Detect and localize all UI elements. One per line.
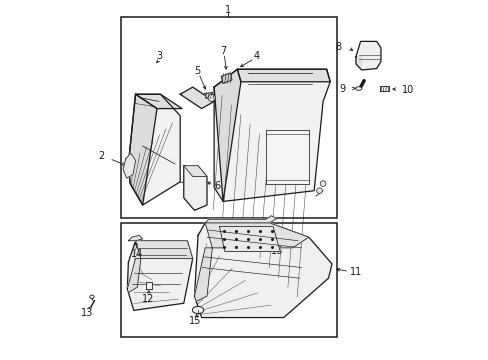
Text: 12: 12 [142, 294, 154, 303]
Polygon shape [219, 226, 280, 251]
Polygon shape [180, 87, 214, 109]
Polygon shape [204, 93, 214, 99]
Polygon shape [135, 241, 192, 258]
Polygon shape [135, 94, 182, 109]
Polygon shape [128, 235, 142, 241]
Text: 9: 9 [338, 84, 345, 94]
Polygon shape [194, 223, 331, 318]
Bar [121, 18, 337, 217]
Text: 3: 3 [156, 51, 162, 61]
Polygon shape [183, 166, 206, 210]
Polygon shape [194, 248, 212, 301]
Polygon shape [237, 69, 329, 82]
Text: 8: 8 [335, 42, 341, 52]
Text: 13: 13 [81, 308, 93, 318]
Ellipse shape [355, 87, 361, 90]
Text: 1: 1 [225, 5, 231, 15]
Circle shape [320, 181, 325, 186]
Text: 16: 16 [271, 247, 283, 256]
Circle shape [316, 188, 322, 194]
Text: 14: 14 [131, 249, 143, 259]
Text: 4: 4 [253, 51, 260, 61]
Text: 15: 15 [189, 316, 201, 326]
Ellipse shape [192, 306, 203, 314]
Polygon shape [127, 258, 141, 293]
Polygon shape [355, 41, 380, 70]
Polygon shape [183, 166, 206, 176]
Ellipse shape [90, 295, 94, 298]
Polygon shape [123, 153, 135, 178]
Polygon shape [205, 216, 276, 223]
Polygon shape [127, 241, 192, 310]
Text: 11: 11 [349, 267, 362, 277]
Text: 2: 2 [98, 151, 104, 161]
Polygon shape [205, 223, 308, 248]
Polygon shape [214, 69, 241, 202]
Polygon shape [221, 73, 231, 84]
Text: 10: 10 [401, 85, 413, 95]
Polygon shape [214, 69, 329, 202]
Polygon shape [128, 94, 157, 205]
Text: 6: 6 [214, 181, 220, 191]
Polygon shape [146, 282, 151, 289]
Polygon shape [265, 130, 308, 184]
Bar [121, 223, 337, 337]
Text: 5: 5 [194, 66, 200, 76]
Text: 7: 7 [220, 46, 226, 56]
Polygon shape [355, 57, 361, 70]
Polygon shape [380, 86, 388, 91]
Circle shape [207, 94, 215, 102]
Polygon shape [128, 94, 180, 205]
